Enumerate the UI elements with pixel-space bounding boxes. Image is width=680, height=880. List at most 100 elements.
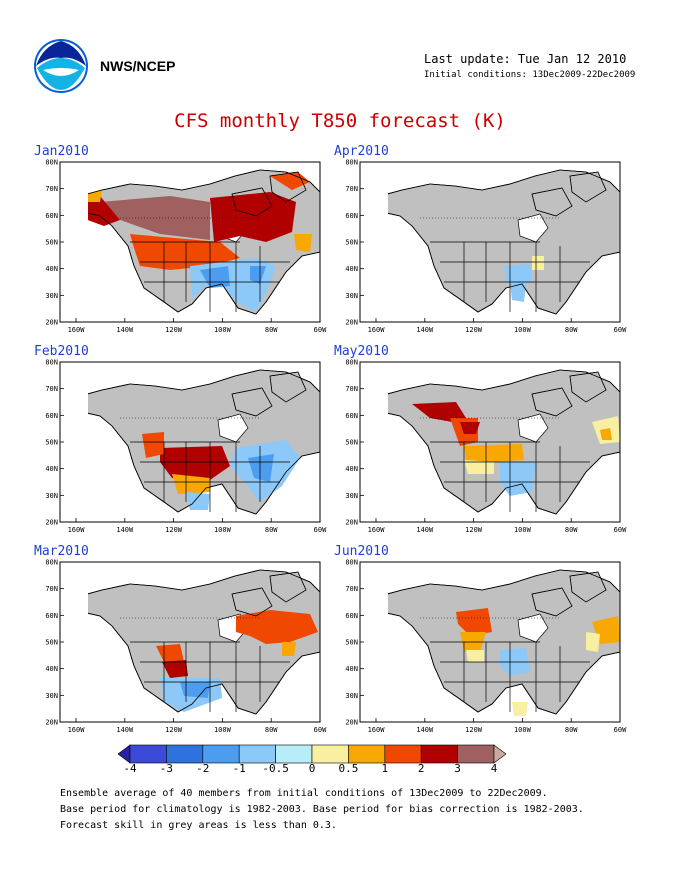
lon-tick-label: 60W <box>614 526 627 534</box>
lat-tick-label: 50N <box>45 239 58 247</box>
anomaly-region <box>200 266 230 288</box>
lat-tick-label: 20N <box>345 519 358 527</box>
anomaly-region <box>130 234 240 270</box>
colorbar-label: 3 <box>454 762 461 775</box>
lat-tick-label: 20N <box>345 719 358 727</box>
colorbar-label: -0.5 <box>262 762 289 775</box>
state-borders <box>430 441 590 512</box>
lon-tick-label: 160W <box>368 326 386 334</box>
lat-tick-label: 30N <box>45 692 58 700</box>
map-canvas: 80N 70N 60N 50N 40N 30N 20N 160W 140W 120W 100W 80W… <box>45 359 327 535</box>
lon-tick-label: 100W <box>514 526 532 534</box>
map-panel: May2010 80N 70N 60N 50N 40N 30N 20N 160W 140W 120… <box>332 344 644 538</box>
anomaly-region <box>532 256 544 270</box>
map-panel: Apr2010 80N 70N 60N 50N 40N 30N 20N 160W 140W 120… <box>332 144 644 338</box>
state-borders <box>130 641 290 712</box>
lon-tick-label: 100W <box>214 726 232 734</box>
panel-label: Apr2010 <box>334 144 389 159</box>
lat-tick-label: 80N <box>45 159 58 167</box>
anomaly-region <box>460 422 480 434</box>
anomaly-region <box>412 402 466 422</box>
colorbar-label: 0 <box>308 762 316 775</box>
org-name: NWS/NCEP <box>100 58 176 74</box>
anomaly-region <box>172 474 210 494</box>
anomaly-region <box>88 196 120 226</box>
last-update: Last update: Tue Jan 12 2010 <box>424 52 627 66</box>
lon-tick-label: 80W <box>265 326 278 334</box>
lon-tick-label: 120W <box>165 326 183 334</box>
anomaly-region <box>510 282 526 302</box>
lon-tick-label: 140W <box>116 526 134 534</box>
lon-tick-label: 100W <box>514 726 532 734</box>
lat-tick-label: 50N <box>345 239 358 247</box>
anomaly-region <box>504 264 532 286</box>
colorbar-label: 1 <box>381 762 389 775</box>
lon-tick-label: 100W <box>214 526 232 534</box>
lat-tick-label: 30N <box>345 692 358 700</box>
map-canvas: 80N 70N 60N 50N 40N 30N 20N 160W 140W 120W 100W 80W… <box>45 159 327 335</box>
lat-tick-label: 40N <box>45 265 58 273</box>
colorbar-label: -1 <box>232 762 246 775</box>
anomaly-region <box>162 660 188 678</box>
state-borders <box>130 441 290 512</box>
colorbar-swatch <box>384 744 422 764</box>
lon-tick-label: 160W <box>368 726 386 734</box>
lat-tick-label: 40N <box>45 465 58 473</box>
panel-label: May2010 <box>334 344 389 359</box>
lat-tick-label: 30N <box>345 492 358 500</box>
anomaly-region <box>142 432 164 458</box>
map-panel: Jan2010 80N 70N 60N 50N 40N 30N 20N 160W 140W 120… <box>32 144 344 338</box>
colorbar-swatch <box>238 744 276 764</box>
map-panel: Mar2010 80N 70N 60N 50N 40N 30N 20N 160W 140W 120… <box>32 544 344 738</box>
map-canvas: 80N 70N 60N 50N 40N 30N 20N 160W 140W 120W 100W 80W… <box>345 359 627 535</box>
panel-label: Jun2010 <box>334 544 389 559</box>
anomaly-region <box>512 702 528 716</box>
footnote-line: Base period for climatology is 1982-2003… <box>60 804 584 815</box>
anomaly-region <box>466 650 484 662</box>
map-canvas: 80N 70N 60N 50N 40N 30N 20N 160W 140W 120W 100W 80W… <box>45 559 327 735</box>
panel-label: Feb2010 <box>34 344 89 359</box>
lon-tick-label: 60W <box>614 726 627 734</box>
state-borders <box>130 241 290 312</box>
lon-tick-label: 80W <box>565 726 578 734</box>
lat-tick-label: 50N <box>345 639 358 647</box>
colorbar-label: 4 <box>490 762 498 775</box>
lon-tick-label: 60W <box>614 326 627 334</box>
lat-tick-label: 40N <box>45 665 58 673</box>
lat-tick-label: 30N <box>345 292 358 300</box>
lon-tick-label: 80W <box>265 726 278 734</box>
lat-tick-label: 60N <box>345 412 358 420</box>
colorbar-swatch <box>493 744 507 764</box>
lat-tick-label: 30N <box>45 292 58 300</box>
anomaly-region <box>236 610 318 644</box>
lon-tick-label: 100W <box>214 326 232 334</box>
lat-tick-label: 40N <box>345 265 358 273</box>
anomaly-region <box>586 632 600 652</box>
anomaly-region <box>456 608 492 636</box>
anomaly-region <box>160 446 230 480</box>
colorbar-swatch <box>311 744 349 764</box>
anomaly-region <box>250 266 266 284</box>
lat-tick-label: 70N <box>345 385 358 393</box>
anomaly-region <box>186 492 210 510</box>
lon-tick-label: 160W <box>68 526 86 534</box>
anomaly-region <box>294 234 312 252</box>
lat-tick-label: 70N <box>345 585 358 593</box>
colorbar-label: -3 <box>159 762 174 775</box>
page-title: CFS monthly T850 forecast (K) <box>174 110 506 132</box>
lat-tick-label: 40N <box>345 665 358 673</box>
lat-tick-label: 20N <box>45 319 58 327</box>
lon-tick-label: 160W <box>368 526 386 534</box>
lon-tick-label: 160W <box>68 326 86 334</box>
anomaly-region <box>600 428 612 440</box>
anomaly-region <box>464 444 524 462</box>
state-borders <box>430 641 590 712</box>
map-canvas: 80N 70N 60N 50N 40N 30N 20N 160W 140W 120W 100W 80W… <box>345 159 627 335</box>
lat-tick-label: 70N <box>45 385 58 393</box>
lat-tick-label: 50N <box>45 639 58 647</box>
colorbar-label: 0.5 <box>338 762 359 775</box>
lon-tick-label: 140W <box>416 526 434 534</box>
panel-label: Mar2010 <box>34 544 89 559</box>
map-panel: Feb2010 80N 70N 60N 50N 40N 30N 20N 160W 140W 120… <box>32 344 344 538</box>
lon-tick-label: 60W <box>314 726 327 734</box>
